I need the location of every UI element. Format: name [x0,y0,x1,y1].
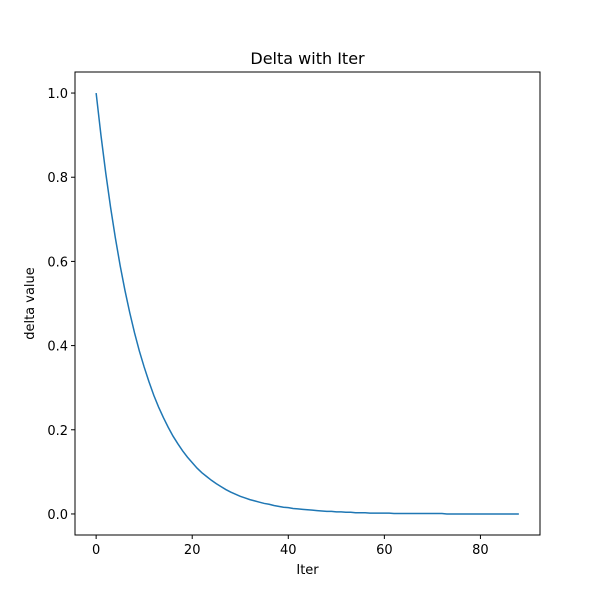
plot-frame [74,71,541,536]
x-tick-label: 0 [92,543,100,558]
y-tick-label: 0.8 [47,171,68,186]
y-axis-label: delta value [23,267,38,340]
x-tick-label: 40 [280,543,297,558]
line [95,92,519,515]
x-axis-label: Iter [296,563,319,578]
y-tick-label: 0.2 [47,424,68,439]
chart-title: Delta with Iter [250,49,365,68]
y-tick-label: 0.0 [47,508,68,523]
y-tick-label: 0.4 [47,340,68,355]
y-tick-label: 1.0 [47,87,68,102]
x-tick-label: 60 [376,543,393,558]
x-tick-label: 80 [472,543,489,558]
x-tick-label: 20 [184,543,201,558]
y-tick-label: 0.6 [47,255,68,270]
